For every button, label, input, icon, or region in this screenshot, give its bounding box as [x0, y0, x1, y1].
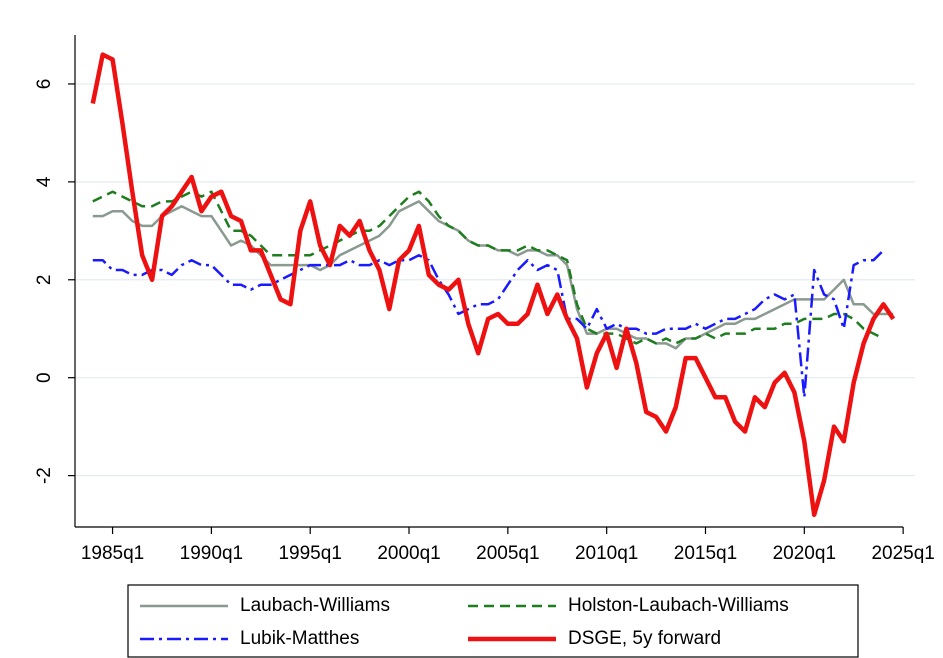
y-tick-label: 2: [34, 274, 55, 285]
x-tick-label: 1985q1: [81, 543, 144, 564]
legend-label: Laubach-Williams: [240, 595, 390, 616]
x-tick-label: 2020q1: [773, 543, 836, 564]
legend-box: [127, 584, 859, 658]
x-tick-label: 1990q1: [180, 543, 243, 564]
series-line: [92, 249, 885, 399]
y-tick-label: 4: [34, 176, 55, 187]
y-tick-label: 6: [34, 79, 55, 90]
legend-label: Lubik-Matthes: [240, 628, 359, 649]
x-tick-label: 2010q1: [575, 543, 638, 564]
x-tick-label: 2000q1: [377, 543, 440, 564]
x-tick-label: 1995q1: [278, 543, 341, 564]
x-tick-label: 2005q1: [476, 543, 539, 564]
series-line: [92, 190, 884, 345]
y-tick-label: -2: [34, 467, 55, 484]
legend-label: Holston-Laubach-Williams: [568, 595, 789, 616]
y-tick-label: 0: [34, 372, 55, 383]
series-line: [90, 52, 896, 518]
x-tick-label: 2015q1: [674, 543, 737, 564]
legend-label: DSGE, 5y forward: [568, 628, 721, 649]
series-line: [92, 200, 894, 350]
x-tick-label: 2025q1: [871, 543, 934, 564]
